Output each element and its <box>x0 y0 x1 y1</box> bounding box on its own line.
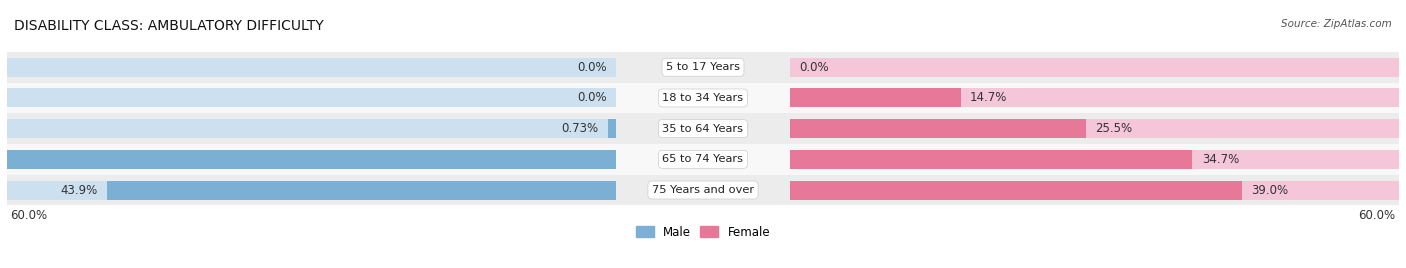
Bar <box>790 88 1399 107</box>
Text: 43.9%: 43.9% <box>60 184 97 196</box>
Bar <box>790 150 1192 169</box>
Bar <box>7 83 1399 113</box>
Bar <box>7 113 1399 144</box>
Bar <box>790 181 1399 200</box>
Bar <box>790 88 960 107</box>
Bar <box>7 175 1399 205</box>
Bar <box>790 119 1399 138</box>
Bar <box>790 119 1085 138</box>
Bar <box>7 150 616 169</box>
Bar <box>607 119 616 138</box>
Bar <box>7 88 616 107</box>
Bar <box>107 181 616 200</box>
Text: 5 to 17 Years: 5 to 17 Years <box>666 62 740 72</box>
Text: 60.0%: 60.0% <box>1358 209 1396 222</box>
Text: 0.0%: 0.0% <box>576 91 607 105</box>
Text: 39.0%: 39.0% <box>1251 184 1289 196</box>
Text: 60.0%: 60.0% <box>10 209 48 222</box>
Bar <box>7 119 616 138</box>
Bar <box>7 144 1399 175</box>
Bar <box>790 58 1399 77</box>
Text: 25.5%: 25.5% <box>1095 122 1132 135</box>
Bar <box>790 181 1243 200</box>
Text: 18 to 34 Years: 18 to 34 Years <box>662 93 744 103</box>
Legend: Male, Female: Male, Female <box>631 221 775 243</box>
Text: 35 to 64 Years: 35 to 64 Years <box>662 124 744 134</box>
Bar <box>790 150 1399 169</box>
Text: 14.7%: 14.7% <box>970 91 1007 105</box>
Bar <box>7 58 616 77</box>
Text: 34.7%: 34.7% <box>1202 153 1239 166</box>
Text: Source: ZipAtlas.com: Source: ZipAtlas.com <box>1281 19 1392 29</box>
Text: 0.73%: 0.73% <box>561 122 599 135</box>
Bar <box>7 181 616 200</box>
Bar <box>7 52 1399 83</box>
Text: DISABILITY CLASS: AMBULATORY DIFFICULTY: DISABILITY CLASS: AMBULATORY DIFFICULTY <box>14 19 323 33</box>
Text: 0.0%: 0.0% <box>576 61 607 74</box>
Bar <box>0 150 616 169</box>
Text: 65 to 74 Years: 65 to 74 Years <box>662 154 744 164</box>
Text: 75 Years and over: 75 Years and over <box>652 185 754 195</box>
Text: 0.0%: 0.0% <box>799 61 830 74</box>
